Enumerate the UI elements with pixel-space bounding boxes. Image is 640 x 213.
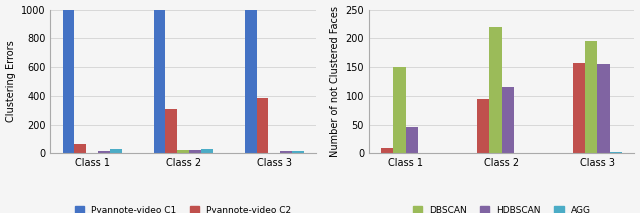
Bar xyxy=(257,98,268,153)
Bar xyxy=(610,152,622,153)
Bar xyxy=(489,27,502,153)
Legend: DBSCAN, HDBSCAN, AGG: DBSCAN, HDBSCAN, AGG xyxy=(413,206,591,213)
Bar xyxy=(244,10,257,153)
Bar xyxy=(74,144,86,153)
Bar xyxy=(154,10,166,153)
Bar xyxy=(177,150,189,153)
Bar xyxy=(110,149,122,153)
Bar xyxy=(406,127,419,153)
Bar xyxy=(63,10,74,153)
Y-axis label: Clustering Errors: Clustering Errors xyxy=(6,41,15,122)
Bar xyxy=(189,150,201,153)
Bar xyxy=(573,63,585,153)
Legend: Pyannote-video C1, Pyannote-video C2: Pyannote-video C1, Pyannote-video C2 xyxy=(75,206,291,213)
Bar xyxy=(585,41,598,153)
Bar xyxy=(598,64,610,153)
Bar xyxy=(166,109,177,153)
Y-axis label: Number of not Clustered Faces: Number of not Clustered Faces xyxy=(330,6,340,157)
Bar xyxy=(477,99,489,153)
Bar xyxy=(280,151,292,153)
Bar xyxy=(98,151,110,153)
Bar xyxy=(394,67,406,153)
Bar xyxy=(292,151,304,153)
Bar xyxy=(201,149,213,153)
Bar xyxy=(502,87,514,153)
Bar xyxy=(381,148,394,153)
